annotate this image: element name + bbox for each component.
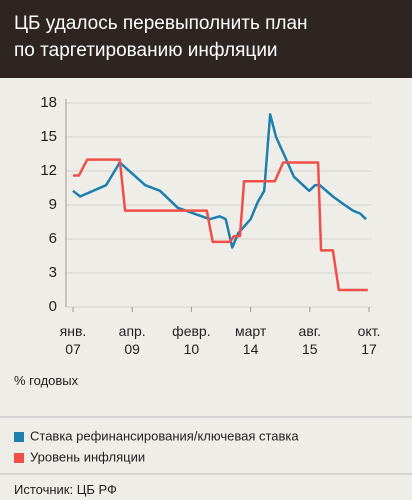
legend-label: Ставка рефинансирования/ключевая ставка	[30, 428, 299, 443]
y-tick-label: 12	[40, 162, 57, 179]
x-tick-label: окт. 17	[357, 323, 381, 357]
x-tick-label: янв. 07	[59, 323, 87, 357]
x-tick-label: февр. 10	[172, 323, 211, 357]
x-tick-label: март 14	[234, 323, 267, 357]
chart-title: ЦБ удалось перевыполнить план по таргети…	[14, 13, 308, 61]
y-tick-label: 15	[40, 128, 57, 145]
x-tick-label: авг. 15	[298, 323, 322, 357]
series-line	[72, 113, 367, 249]
source: Источник: ЦБ РФ	[14, 482, 117, 497]
header	[0, 0, 412, 78]
y-tick-label: 0	[49, 298, 57, 315]
series-line	[73, 158, 368, 292]
legend-swatch	[14, 432, 24, 442]
legend-label: Уровень инфляции	[30, 449, 145, 464]
y-tick-label: 3	[49, 264, 57, 281]
y-tick-label: 6	[49, 230, 57, 247]
y-tick-label: 18	[40, 94, 57, 111]
legend-swatch	[14, 453, 24, 463]
y-axis-label: % годовых	[14, 373, 79, 388]
x-tick-label: апр. 09	[118, 323, 146, 357]
y-tick-label: 9	[49, 196, 57, 213]
